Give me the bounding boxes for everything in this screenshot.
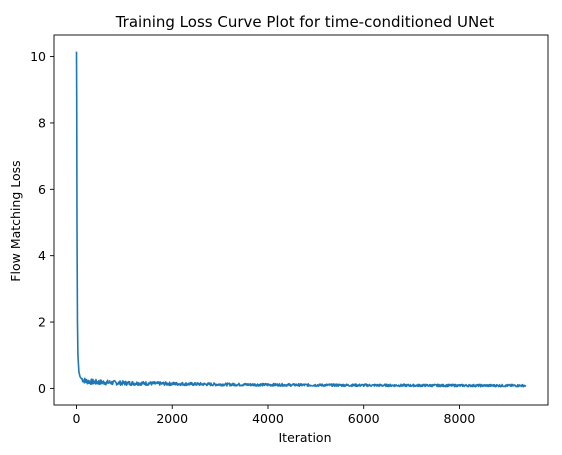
x-tick-label-0: 0 (73, 411, 81, 426)
axes-frame (53, 34, 549, 406)
x-axis-label: Iteration (278, 430, 331, 445)
y-tick-label-1: 2 (38, 315, 46, 330)
y-tick-label-5: 10 (30, 49, 46, 64)
y-tick-label-3: 6 (38, 182, 46, 197)
plot-area: 0 2000 4000 6000 8000 0 2 4 6 8 10 (30, 34, 549, 426)
series-line-0 (75, 51, 527, 388)
chart-title: Training Loss Curve Plot for time-condit… (115, 13, 495, 31)
x-tick-label-3: 6000 (348, 411, 380, 426)
x-tick-label-1: 2000 (156, 411, 188, 426)
y-axis-label: Flow Matching Loss (8, 160, 23, 281)
x-tick-label-4: 8000 (444, 411, 476, 426)
y-tick-label-0: 0 (38, 381, 46, 396)
y-tick-label-2: 4 (38, 248, 46, 263)
x-tick-label-2: 4000 (252, 411, 284, 426)
y-tick-label-4: 8 (38, 115, 46, 130)
